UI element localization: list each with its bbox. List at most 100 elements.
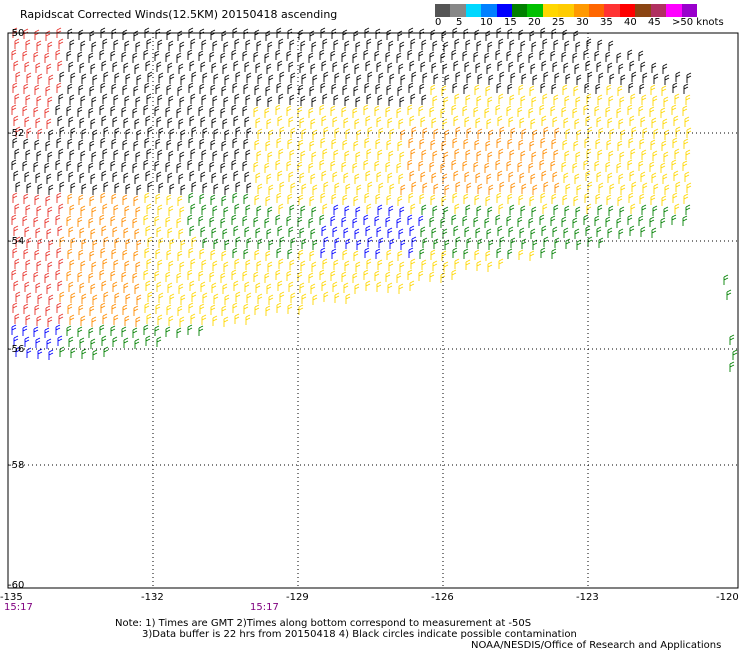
wind-barb <box>289 204 295 215</box>
wind-barb <box>124 205 130 216</box>
wind-barb <box>443 41 449 52</box>
wind-barb <box>462 105 468 116</box>
wind-barb <box>495 49 501 60</box>
wind-barb <box>418 160 424 171</box>
wind-barb <box>179 206 185 217</box>
wind-barb <box>528 52 534 63</box>
wind-barb <box>619 151 625 162</box>
wind-barb <box>451 104 457 115</box>
wind-barb <box>431 172 437 183</box>
wind-barb <box>59 126 65 137</box>
wind-barb <box>80 260 86 271</box>
wind-barb <box>664 129 670 140</box>
wind-barb <box>312 294 318 305</box>
wind-barb <box>496 192 502 203</box>
wind-barb <box>553 94 559 105</box>
wind-barb <box>554 237 560 248</box>
wind-barb <box>630 148 636 159</box>
wind-barb <box>638 105 644 116</box>
wind-barb <box>389 73 395 84</box>
wind-barb <box>44 107 50 118</box>
wind-barb <box>451 214 457 225</box>
wind-barb <box>686 127 692 138</box>
wind-barb <box>136 294 142 305</box>
wind-barb <box>121 216 127 227</box>
wind-barb <box>209 51 215 62</box>
wind-barb <box>331 193 337 204</box>
wind-barb <box>518 194 524 205</box>
wind-barb <box>67 138 73 149</box>
wind-barb <box>517 51 523 62</box>
wind-barb <box>287 193 293 204</box>
wind-barb <box>686 72 692 83</box>
wind-barb <box>187 49 193 60</box>
wind-barb <box>628 82 634 93</box>
wind-barb <box>221 305 227 316</box>
wind-barb <box>432 150 438 161</box>
wind-barb <box>573 140 579 151</box>
wind-barb <box>520 95 526 106</box>
wind-barb <box>24 116 30 127</box>
plot-frame <box>7 32 739 589</box>
wind-barb <box>616 107 622 118</box>
wind-barb <box>70 127 76 138</box>
wind-barb <box>45 195 51 206</box>
wind-barb <box>356 239 362 250</box>
wind-barb <box>267 206 273 217</box>
wind-barb <box>344 40 350 51</box>
wind-barb <box>232 137 238 148</box>
wind-barb <box>121 161 127 172</box>
wind-barb <box>684 171 690 182</box>
wind-barb <box>48 129 54 140</box>
wind-barb <box>122 29 128 40</box>
wind-barb <box>233 280 239 291</box>
wind-barb <box>158 237 164 248</box>
wind-barb <box>540 137 546 148</box>
wind-barb <box>134 283 140 294</box>
wind-barb <box>300 95 306 106</box>
wind-barb <box>366 93 372 104</box>
wind-barb <box>551 193 557 204</box>
wind-barb <box>199 83 205 94</box>
wind-barb <box>77 51 83 62</box>
wind-barb <box>543 236 549 247</box>
wind-barb <box>442 63 448 74</box>
wind-barb <box>167 117 173 128</box>
lon-label-123: -123 <box>576 592 599 603</box>
wind-barb <box>243 138 249 149</box>
wind-barb <box>352 272 358 283</box>
wind-barb <box>46 118 52 129</box>
wind-barb <box>80 315 86 326</box>
wind-barb <box>473 51 479 62</box>
wind-barb <box>80 150 86 161</box>
wind-barb <box>509 204 515 215</box>
wind-barb <box>354 228 360 239</box>
wind-barb <box>562 139 568 150</box>
wind-barb <box>68 226 74 237</box>
wind-barb <box>26 292 32 303</box>
wind-barb <box>376 281 382 292</box>
wind-barb <box>154 325 160 336</box>
wind-barb <box>550 160 556 171</box>
wind-barb <box>246 237 252 248</box>
wind-barb <box>222 118 228 129</box>
wind-barb <box>201 39 207 50</box>
wind-barb <box>244 281 250 292</box>
wind-barb <box>299 117 305 128</box>
wind-barb <box>474 194 480 205</box>
wind-barb <box>243 248 249 259</box>
wind-barb <box>343 227 349 238</box>
wind-barb <box>486 228 492 239</box>
wind-barb <box>200 116 206 127</box>
wind-barb <box>432 40 438 51</box>
wind-barb <box>420 171 426 182</box>
wind-barb <box>323 236 329 247</box>
wind-barb <box>136 74 142 85</box>
wind-barb <box>620 129 626 140</box>
wind-barb <box>114 237 120 248</box>
wind-barb <box>188 82 194 93</box>
wind-barb <box>663 151 669 162</box>
wind-barb <box>488 74 494 85</box>
wind-barb <box>353 140 359 151</box>
legend-swatch <box>450 4 466 17</box>
